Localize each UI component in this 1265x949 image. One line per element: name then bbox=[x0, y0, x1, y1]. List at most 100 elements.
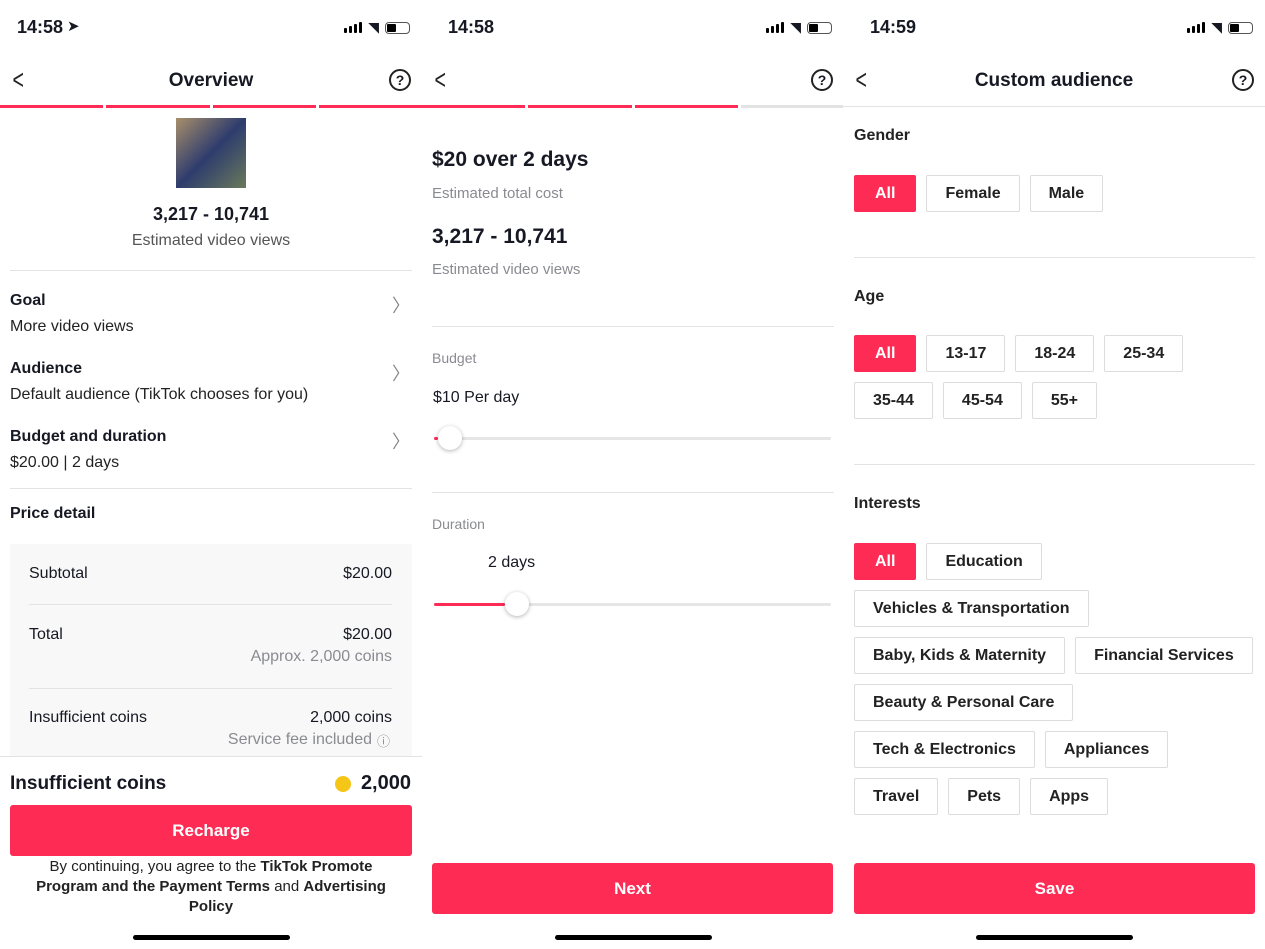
audience-row[interactable]: Audience Default audience (TikTok choose… bbox=[10, 360, 422, 404]
estimated-views-label: Estimated video views bbox=[131, 232, 291, 249]
age-chip-13-17[interactable]: 13-17 bbox=[926, 335, 1006, 372]
wifi-icon: ◥ bbox=[1211, 19, 1222, 35]
budget-value: $10 Per day bbox=[433, 389, 520, 406]
gender-options: All Female Male bbox=[854, 175, 1254, 212]
gender-chip-female[interactable]: Female bbox=[926, 175, 1020, 212]
wifi-icon: ◥ bbox=[368, 19, 379, 35]
promote-terms-link[interactable]: TikTok Promote Program and the Payment T… bbox=[36, 858, 373, 895]
battery-icon bbox=[1228, 21, 1253, 34]
subtotal-value: $20.00 bbox=[343, 565, 392, 582]
budget-duration-row[interactable]: Budget and duration $20.00 | 2 days 〉 bbox=[10, 428, 422, 472]
total-value: $20.00 bbox=[343, 626, 392, 643]
age-chip-35-44[interactable]: 35-44 bbox=[854, 382, 933, 419]
interests-chip-financial-services[interactable]: Financial Services bbox=[1075, 637, 1253, 674]
insufficient-value: 2,000 coins bbox=[310, 709, 392, 726]
home-indicator bbox=[555, 935, 712, 940]
interests-chip-baby-kids-maternity[interactable]: Baby, Kids & Maternity bbox=[854, 637, 1066, 674]
status-time: 14:59 bbox=[870, 17, 917, 37]
back-button[interactable]: < bbox=[855, 64, 867, 95]
cost-headline: $20 over 2 days bbox=[432, 148, 589, 171]
insufficient-label: Insufficient coins bbox=[29, 709, 147, 726]
age-chip-55-[interactable]: 55+ bbox=[1031, 382, 1097, 419]
next-button[interactable]: Next bbox=[432, 863, 833, 914]
wifi-icon: ◥ bbox=[790, 19, 801, 35]
back-button[interactable]: < bbox=[434, 64, 446, 95]
interests-chip-appliances[interactable]: Appliances bbox=[1044, 731, 1169, 768]
advertising-policy-link[interactable]: Advertising Policy bbox=[188, 878, 386, 915]
help-icon[interactable]: ? bbox=[389, 69, 411, 91]
custom-audience-screen: 14:59 ◥ < Custom audience ? Gender All Fe… bbox=[843, 0, 1265, 949]
gender-chip-all[interactable]: All bbox=[854, 175, 917, 212]
coin-icon bbox=[335, 776, 351, 792]
row-value: Default audience (TikTok chooses for you… bbox=[10, 386, 309, 403]
chevron-right-icon: 〉 bbox=[392, 296, 410, 316]
back-button[interactable]: < bbox=[12, 64, 24, 95]
chevron-right-icon: 〉 bbox=[392, 364, 410, 384]
estimated-views-label: Estimated video views bbox=[432, 261, 581, 278]
help-icon[interactable]: ? bbox=[1232, 69, 1254, 91]
battery-icon bbox=[807, 21, 832, 34]
page-title: Overview bbox=[168, 70, 254, 91]
interests-chip-beauty-personal-care[interactable]: Beauty & Personal Care bbox=[854, 684, 1074, 721]
chevron-right-icon: 〉 bbox=[392, 432, 410, 452]
gender-label: Gender bbox=[854, 127, 911, 144]
budget-slider-handle[interactable] bbox=[438, 426, 462, 450]
location-icon: ➤ bbox=[67, 18, 80, 35]
home-indicator bbox=[133, 935, 290, 940]
duration-slider-handle[interactable] bbox=[505, 592, 530, 616]
budget-label: Budget bbox=[432, 350, 477, 366]
budget-slider[interactable] bbox=[434, 426, 831, 450]
estimated-views: 3,217 - 10,741 bbox=[152, 204, 270, 224]
battery-icon bbox=[385, 21, 410, 34]
row-title: Budget and duration bbox=[10, 428, 167, 445]
gender-chip-male[interactable]: Male bbox=[1029, 175, 1104, 212]
interests-chip-travel[interactable]: Travel bbox=[854, 778, 939, 815]
coin-balance: 2,000 bbox=[360, 772, 411, 794]
row-value: $20.00 | 2 days bbox=[10, 454, 120, 471]
row-title: Audience bbox=[10, 360, 83, 377]
cost-label: Estimated total cost bbox=[432, 185, 563, 202]
interests-chip-vehicles-transportation[interactable]: Vehicles & Transportation bbox=[854, 590, 1089, 627]
interests-chip-apps[interactable]: Apps bbox=[1030, 778, 1109, 815]
duration-slider[interactable] bbox=[434, 592, 831, 616]
budget-screen: 14:58 ◥ < ? $20 over 2 days Estimated to… bbox=[422, 0, 844, 949]
interests-chip-pets[interactable]: Pets bbox=[948, 778, 1021, 815]
interests-chip-all[interactable]: All bbox=[854, 543, 917, 580]
overview-screen: 14:58 ➤ ◥ < Overview ? 3,217 - 10,741 Es… bbox=[0, 0, 422, 949]
video-thumbnail[interactable] bbox=[176, 118, 246, 188]
interests-chip-education[interactable]: Education bbox=[926, 543, 1042, 580]
price-detail-title: Price detail bbox=[10, 505, 96, 522]
total-label: Total bbox=[29, 626, 63, 643]
status-time: 14:58 bbox=[448, 17, 495, 37]
progress-steps bbox=[422, 105, 844, 108]
total-coins: Approx. 2,000 coins bbox=[250, 648, 392, 665]
info-icon[interactable]: ⓘ bbox=[376, 734, 390, 749]
signal-icon bbox=[766, 22, 785, 33]
duration-label: Duration bbox=[432, 516, 485, 532]
service-fee-note: Service fee included bbox=[227, 731, 372, 748]
interests-chip-tech-electronics[interactable]: Tech & Electronics bbox=[854, 731, 1035, 768]
status-icons: ◥ bbox=[766, 19, 832, 36]
duration-value: 2 days bbox=[488, 554, 536, 571]
home-indicator bbox=[976, 935, 1133, 940]
help-icon[interactable]: ? bbox=[811, 69, 833, 91]
status-icons: ◥ bbox=[1187, 19, 1253, 36]
terms-and: and bbox=[270, 878, 304, 895]
signal-icon bbox=[344, 22, 363, 33]
age-chip-18-24[interactable]: 18-24 bbox=[1015, 335, 1095, 372]
terms-text: By continuing, you agree to the TikTok P… bbox=[24, 857, 398, 917]
age-chip-45-54[interactable]: 45-54 bbox=[942, 382, 1022, 419]
age-options: All 13-17 18-24 25-34 35-44 45-54 55+ bbox=[854, 335, 1254, 419]
recharge-button[interactable]: Recharge bbox=[10, 805, 412, 856]
status-icons: ◥ bbox=[344, 19, 410, 36]
save-button[interactable]: Save bbox=[854, 863, 1255, 914]
interests-label: Interests bbox=[854, 495, 921, 512]
goal-row[interactable]: Goal More video views 〉 bbox=[10, 292, 422, 336]
interests-scroll[interactable]: All Education Vehicles & Transportation Bab… bbox=[854, 543, 1254, 843]
age-chip-25-34[interactable]: 25-34 bbox=[1104, 335, 1184, 372]
age-chip-all[interactable]: All bbox=[854, 335, 917, 372]
row-title: Goal bbox=[10, 292, 46, 309]
age-label: Age bbox=[854, 288, 885, 305]
footer-insufficient-label: Insufficient coins bbox=[10, 773, 167, 794]
row-value: More video views bbox=[10, 318, 134, 335]
